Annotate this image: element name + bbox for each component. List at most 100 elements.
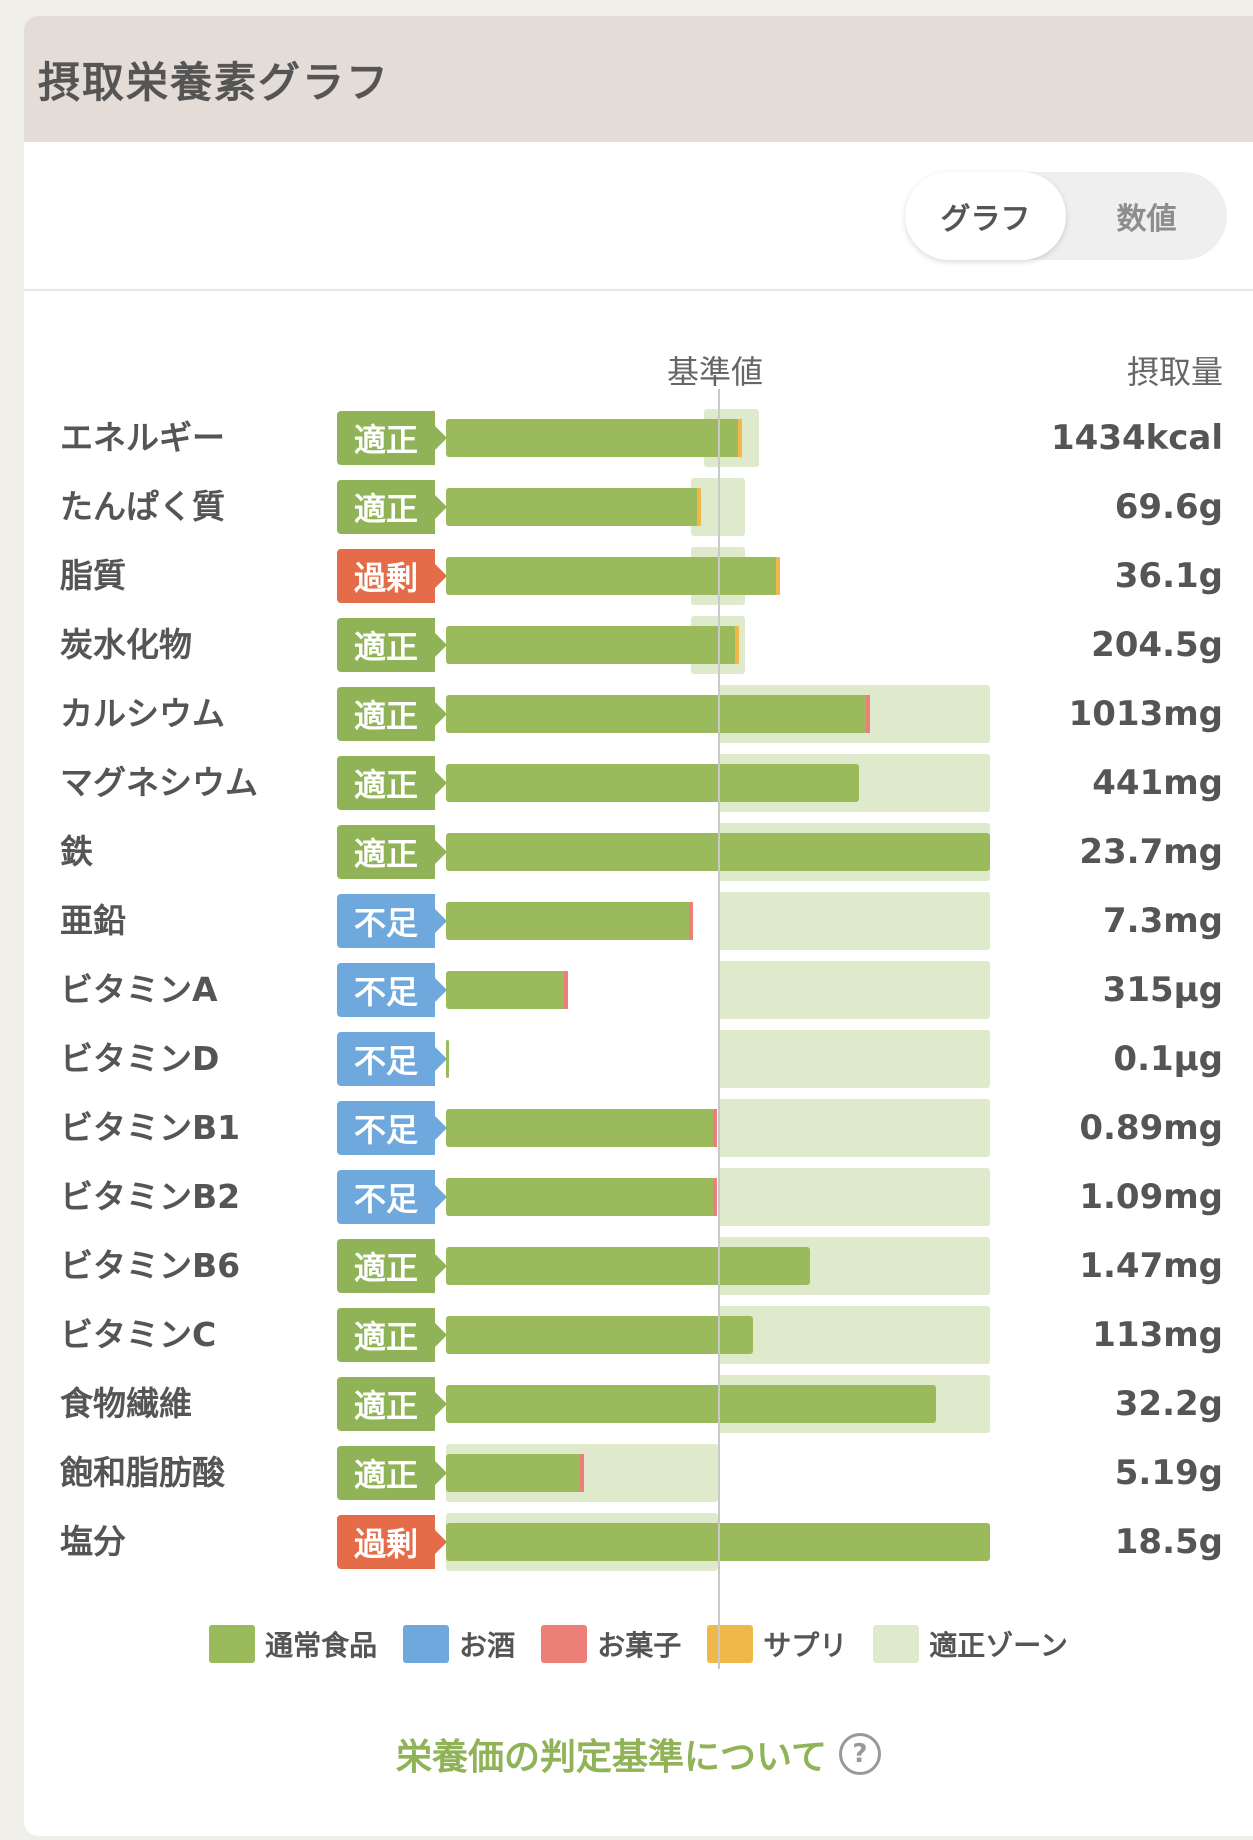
status-badge: 不足 [337, 1101, 447, 1155]
status-badge: 適正 [337, 1239, 447, 1293]
status-badge: 不足 [337, 1170, 447, 1224]
status-badge: 過剰 [337, 549, 447, 603]
supplements-segment [775, 557, 780, 595]
legend-label: 通常食品 [265, 1629, 378, 1662]
status-badge: 適正 [337, 411, 447, 465]
nutrient-row: ビタミンB1 不足 0.89mg [24, 1099, 1253, 1157]
nutrient-row: マグネシウム 適正 441mg [24, 754, 1253, 812]
status-badge: 適正 [337, 1377, 447, 1431]
legend: 通常食品 お酒 お菓子 サプリ 適正ゾーン [24, 1624, 1253, 1664]
intake-bar [446, 1040, 449, 1078]
nutrient-name: ビタミンA [60, 970, 218, 1009]
supplements-segment [735, 626, 740, 664]
status-badge: 適正 [337, 1308, 447, 1362]
supplements-segment [737, 419, 742, 457]
card-header: 摂取栄養素グラフ [24, 16, 1253, 142]
legend-swatch [873, 1625, 920, 1663]
intake-bar [446, 1109, 716, 1147]
intake-bar [446, 971, 566, 1009]
intake-value: 36.1g [1114, 556, 1223, 596]
legend-item: 通常食品 [209, 1624, 377, 1664]
reference-line [718, 389, 720, 1669]
page-title: 摂取栄養素グラフ [38, 57, 391, 107]
status-badge: 適正 [337, 1446, 447, 1500]
intake-value: 113mg [1092, 1315, 1223, 1355]
supplements-segment [696, 488, 701, 526]
intake-bar [446, 1178, 716, 1216]
intake-bar [446, 1385, 936, 1423]
nutrient-row: ビタミンD 不足 0.1µg [24, 1030, 1253, 1088]
intake-value: 1.09mg [1079, 1177, 1223, 1217]
reference-column-header: 基準値 [667, 353, 764, 391]
intake-bar [446, 764, 860, 802]
intake-bar [446, 626, 738, 664]
snacks-segment [865, 695, 870, 733]
status-badge: 過剰 [337, 1515, 447, 1569]
nutrient-name: 飽和脂肪酸 [60, 1453, 225, 1492]
help-icon[interactable]: ? [838, 1733, 881, 1775]
intake-value: 0.1µg [1113, 1039, 1223, 1079]
legend-item: サプリ [707, 1624, 847, 1664]
intake-bar [446, 902, 691, 940]
nutrient-name: ビタミンB2 [60, 1177, 241, 1216]
number-view-button[interactable]: 数値 [1116, 202, 1177, 237]
graph-view-button[interactable]: グラフ [905, 172, 1066, 260]
legend-swatch [403, 1625, 450, 1663]
proper-zone [718, 1168, 990, 1226]
legend-item: 適正ゾーン [873, 1624, 1068, 1664]
nutrient-row: 塩分 過剰 18.5g [24, 1513, 1253, 1571]
nutrient-row: 食物繊維 適正 32.2g [24, 1375, 1253, 1433]
legend-item: お酒 [403, 1624, 515, 1664]
proper-zone [718, 892, 990, 950]
nutrient-row: 炭水化物 適正 204.5g [24, 616, 1253, 674]
nutrient-name: エネルギー [60, 418, 225, 457]
view-toolbar: グラフ 数値 [24, 142, 1253, 291]
intake-value: 204.5g [1091, 625, 1223, 665]
nutrient-name: ビタミンC [60, 1315, 217, 1354]
nutrient-bar-chart: 基準値 摂取量 エネルギー 適正 1434kcal たんぱく質 適正 69.6g 脂質 過剰 3… [24, 289, 1253, 1669]
intake-value: 7.3mg [1103, 901, 1223, 941]
criteria-link[interactable]: 栄養価の判定基準について ? [24, 1728, 1253, 1780]
snacks-segment [688, 902, 693, 940]
nutrient-graph-card: 摂取栄養素グラフ グラフ 数値 基準値 摂取量 エネルギー 適正 1434kcal た… [24, 16, 1253, 1836]
nutrient-row: 亜鉛 不足 7.3mg [24, 892, 1253, 950]
status-badge: 適正 [337, 480, 447, 534]
nutrient-name: カルシウム [60, 694, 225, 733]
view-toggle[interactable]: グラフ 数値 [905, 172, 1227, 260]
nutrient-name: ビタミンB6 [60, 1246, 241, 1285]
status-badge: 適正 [337, 618, 447, 672]
nutrient-row: 鉄 適正 23.7mg [24, 823, 1253, 881]
intake-value: 69.6g [1114, 487, 1223, 527]
criteria-link-text[interactable]: 栄養価の判定基準について [396, 1737, 827, 1778]
intake-value: 441mg [1092, 763, 1223, 803]
nutrient-name: ビタミンD [60, 1039, 220, 1078]
nutrient-name: マグネシウム [60, 763, 258, 802]
proper-zone [718, 1099, 990, 1157]
intake-bar [446, 419, 740, 457]
status-badge: 適正 [337, 687, 447, 741]
legend-label: 適正ゾーン [929, 1629, 1068, 1662]
intake-value: 1.47mg [1079, 1246, 1223, 1286]
snacks-segment [713, 1109, 718, 1147]
intake-value: 1434kcal [1051, 418, 1223, 458]
intake-value: 18.5g [1114, 1522, 1223, 1562]
nutrient-name: ビタミンB1 [60, 1108, 241, 1147]
legend-swatch [209, 1625, 256, 1663]
nutrient-row: 脂質 過剰 36.1g [24, 547, 1253, 605]
intake-bar [446, 695, 868, 733]
intake-column-header: 摂取量 [1126, 353, 1223, 391]
nutrient-name: 鉄 [60, 832, 93, 871]
status-badge: 適正 [337, 825, 447, 879]
nutrient-row: カルシウム 適正 1013mg [24, 685, 1253, 743]
snacks-segment [580, 1454, 584, 1492]
nutrient-row: たんぱく質 適正 69.6g [24, 478, 1253, 536]
intake-bar [446, 1247, 811, 1285]
nutrient-row: ビタミンB6 適正 1.47mg [24, 1237, 1253, 1295]
status-badge: 適正 [337, 756, 447, 810]
intake-value: 0.89mg [1079, 1108, 1223, 1148]
proper-zone [718, 1030, 990, 1088]
nutrient-name: たんぱく質 [60, 487, 225, 526]
intake-value: 315µg [1102, 970, 1223, 1010]
legend-label: サプリ [763, 1629, 848, 1662]
intake-value: 1013mg [1068, 694, 1223, 734]
